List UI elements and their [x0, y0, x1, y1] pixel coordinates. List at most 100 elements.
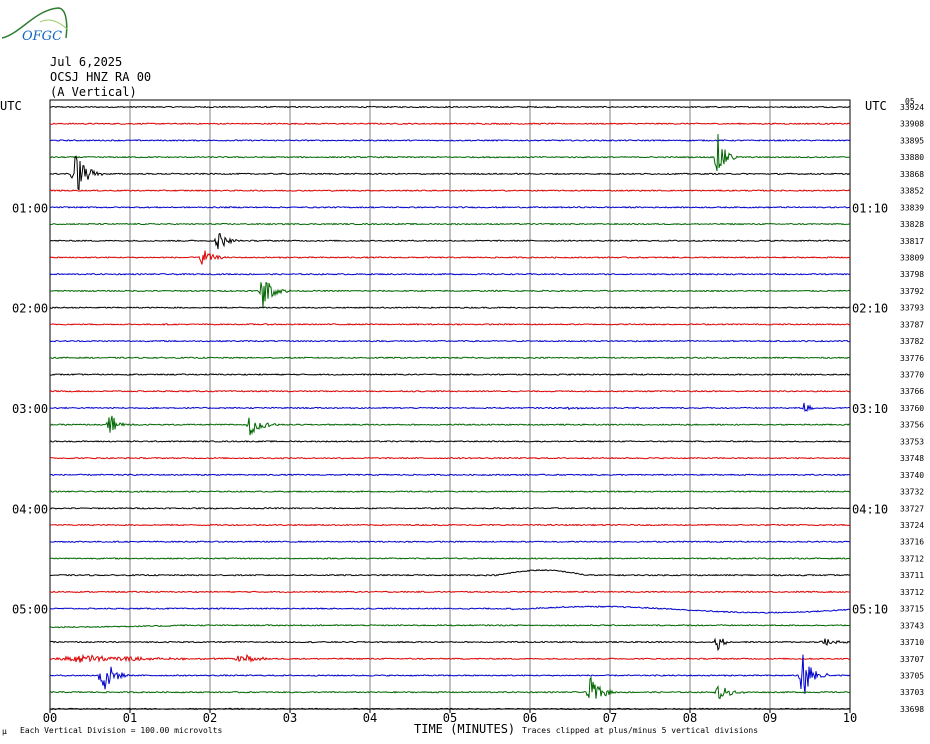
- trace-value-label: 33908: [900, 120, 924, 129]
- trace-row-30: [49, 605, 851, 614]
- x-tick-label: 01: [123, 711, 137, 725]
- trace-value-label: 33787: [900, 320, 924, 329]
- trace-value-label: 33707: [900, 655, 924, 664]
- left-time-label: 02:00: [12, 302, 48, 316]
- left-time-label: 04:00: [12, 502, 48, 516]
- x-tick-label: 04: [363, 711, 377, 725]
- trace-row-5: [49, 189, 851, 192]
- trace-value-label: 33895: [900, 136, 924, 145]
- trace-row-34: [49, 654, 851, 694]
- left-time-label: 03:00: [12, 402, 48, 416]
- trace-value-label: 33748: [900, 454, 924, 463]
- ofgc-mountain-logo-icon: OFGC: [1, 7, 69, 44]
- left-time-label: 05:00: [12, 603, 48, 617]
- x-tick-label: 06: [523, 711, 537, 725]
- trace-row-10: [49, 272, 851, 276]
- trace-value-label: 33782: [900, 337, 924, 346]
- trace-value-label: 33715: [900, 605, 924, 614]
- trace-row-12: [49, 306, 851, 309]
- component-label: (A Vertical): [50, 85, 137, 99]
- right-time-label: 04:10: [852, 502, 888, 516]
- trace-row-28: [49, 568, 851, 577]
- x-tick-label: 00: [43, 711, 57, 725]
- scale-note: Each Vertical Division = 100.00 microvol…: [20, 726, 223, 735]
- trace-value-label: 33770: [900, 371, 924, 380]
- trace-row-14: [49, 339, 850, 343]
- trace-value-label: 33792: [900, 287, 924, 296]
- trace-value-label: 33724: [900, 521, 924, 530]
- trace-row-20: [49, 440, 851, 443]
- trace-value-label: 33798: [900, 270, 924, 279]
- utc-left-label: UTC: [0, 99, 22, 113]
- x-tick-label: 03: [283, 711, 297, 725]
- trace-value-label: 33712: [900, 554, 924, 563]
- right-time-label: 03:10: [852, 402, 888, 416]
- trace-value-label: 33698: [900, 705, 924, 714]
- trace-row-7: [49, 222, 851, 226]
- trace-row-26: [50, 540, 851, 544]
- trace-row-22: [49, 473, 851, 477]
- x-tick-label: 09: [763, 711, 777, 725]
- microvolt-symbol: μ: [2, 727, 7, 736]
- trace-row-17: [49, 389, 851, 393]
- x-tick-label: 08: [683, 711, 697, 725]
- trace-value-label: 33727: [900, 504, 924, 513]
- trace-row-8: [49, 232, 851, 250]
- right-time-label: 05:10: [852, 603, 888, 617]
- trace-value-label: 33716: [900, 538, 924, 547]
- trace-value-label: 33793: [900, 304, 924, 313]
- trace-value-label: 33732: [900, 488, 924, 497]
- trace-row-4: [49, 155, 851, 191]
- date-label: Jul 6,2025: [50, 55, 123, 69]
- trace-value-label: 33852: [900, 187, 924, 196]
- left-time-label: 01:00: [12, 201, 48, 215]
- trace-row-1: [49, 122, 851, 126]
- trace-row-24: [49, 506, 851, 510]
- trace-value-label: 33705: [900, 671, 924, 680]
- trace-row-18: [49, 402, 851, 412]
- trace-row-16: [50, 373, 851, 376]
- trace-value-label: 33711: [900, 571, 924, 580]
- trace-value-label: 33710: [900, 638, 924, 647]
- trace-row-32: [49, 637, 851, 652]
- trace-row-33: [49, 653, 851, 664]
- trace-value-label: 33743: [900, 621, 924, 630]
- trace-row-29: [50, 590, 851, 594]
- trace-row-35: [49, 676, 851, 700]
- x-tick-label: 07: [603, 711, 617, 725]
- trace-row-15: [49, 356, 851, 360]
- trace-row-27: [49, 557, 851, 560]
- trace-value-label: 33756: [900, 421, 924, 430]
- trace-value-label: 33740: [900, 471, 924, 480]
- trace-value-label: 33868: [900, 170, 924, 179]
- trace-value-label: 33817: [900, 237, 924, 246]
- right-corner-label: 05: [905, 97, 915, 106]
- trace-row-3: [50, 134, 851, 172]
- trace-value-label: 33766: [900, 387, 924, 396]
- trace-value-label: 33924: [900, 103, 924, 112]
- trace-value-label: 33760: [900, 404, 924, 413]
- trace-row-25: [49, 523, 851, 527]
- trace-row-6: [49, 205, 851, 209]
- x-tick-label: 05: [443, 711, 457, 725]
- x-axis-title: TIME (MINUTES): [414, 722, 516, 736]
- trace-row-11: [49, 281, 851, 309]
- trace-value-label: 33828: [900, 220, 924, 229]
- logo-text: OFGC: [22, 29, 62, 44]
- trace-row-31: [49, 624, 850, 629]
- trace-row-13: [49, 323, 851, 326]
- trace-row-0: [49, 105, 851, 109]
- trace-value-label: 33809: [900, 253, 924, 262]
- utc-right-label: UTC: [865, 99, 887, 113]
- trace-row-23: [49, 490, 851, 493]
- right-time-label: 01:10: [852, 201, 888, 215]
- trace-row-2: [49, 139, 851, 142]
- x-tick-label: 10: [843, 711, 857, 725]
- trace-value-label: 33880: [900, 153, 924, 162]
- trace-row-9: [49, 250, 851, 265]
- x-tick-label: 02: [203, 711, 217, 725]
- trace-value-label: 33776: [900, 354, 924, 363]
- trace-row-19: [49, 415, 851, 436]
- trace-value-label: 33712: [900, 588, 924, 597]
